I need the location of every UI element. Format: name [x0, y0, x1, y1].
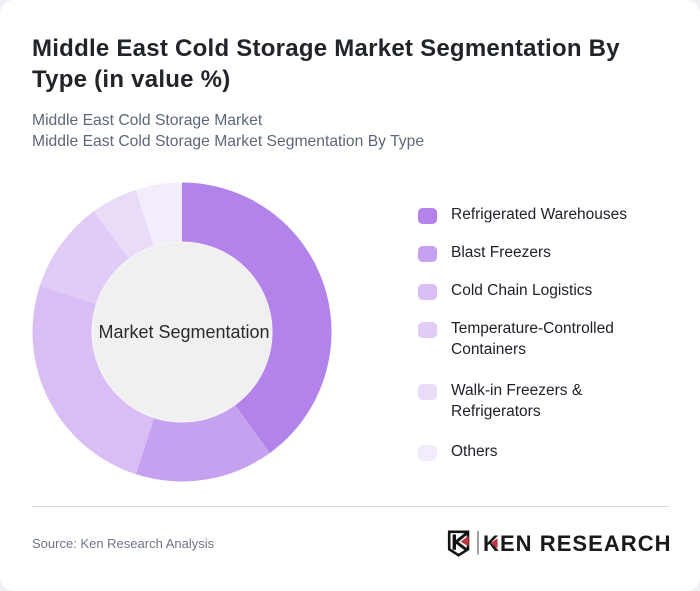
svg-text:KEN RESEARCH: KEN RESEARCH [483, 531, 672, 556]
